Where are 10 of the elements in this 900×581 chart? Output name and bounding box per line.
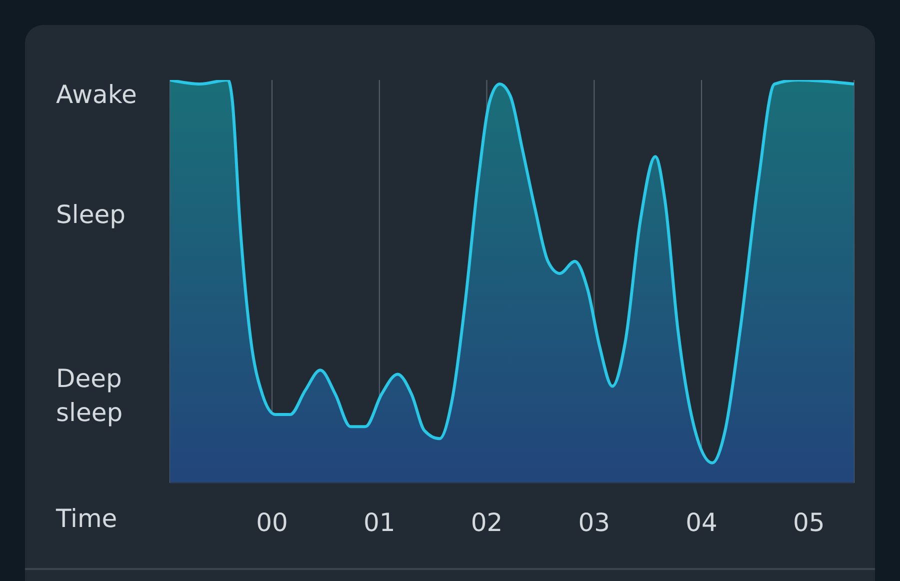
x-tick-label: 04: [686, 508, 718, 537]
x-tick-label: 02: [470, 508, 503, 537]
text: Sleep: [56, 199, 126, 231]
x-tick-label: 05: [792, 508, 825, 537]
text: Awake: [56, 79, 138, 111]
x-tick-label: 01: [363, 508, 396, 537]
x-tick-label: 00: [256, 508, 288, 537]
x-tick-label: 03: [578, 508, 610, 537]
x-axis-title: Time: [56, 504, 118, 533]
text: Deep sleep: [56, 363, 124, 429]
